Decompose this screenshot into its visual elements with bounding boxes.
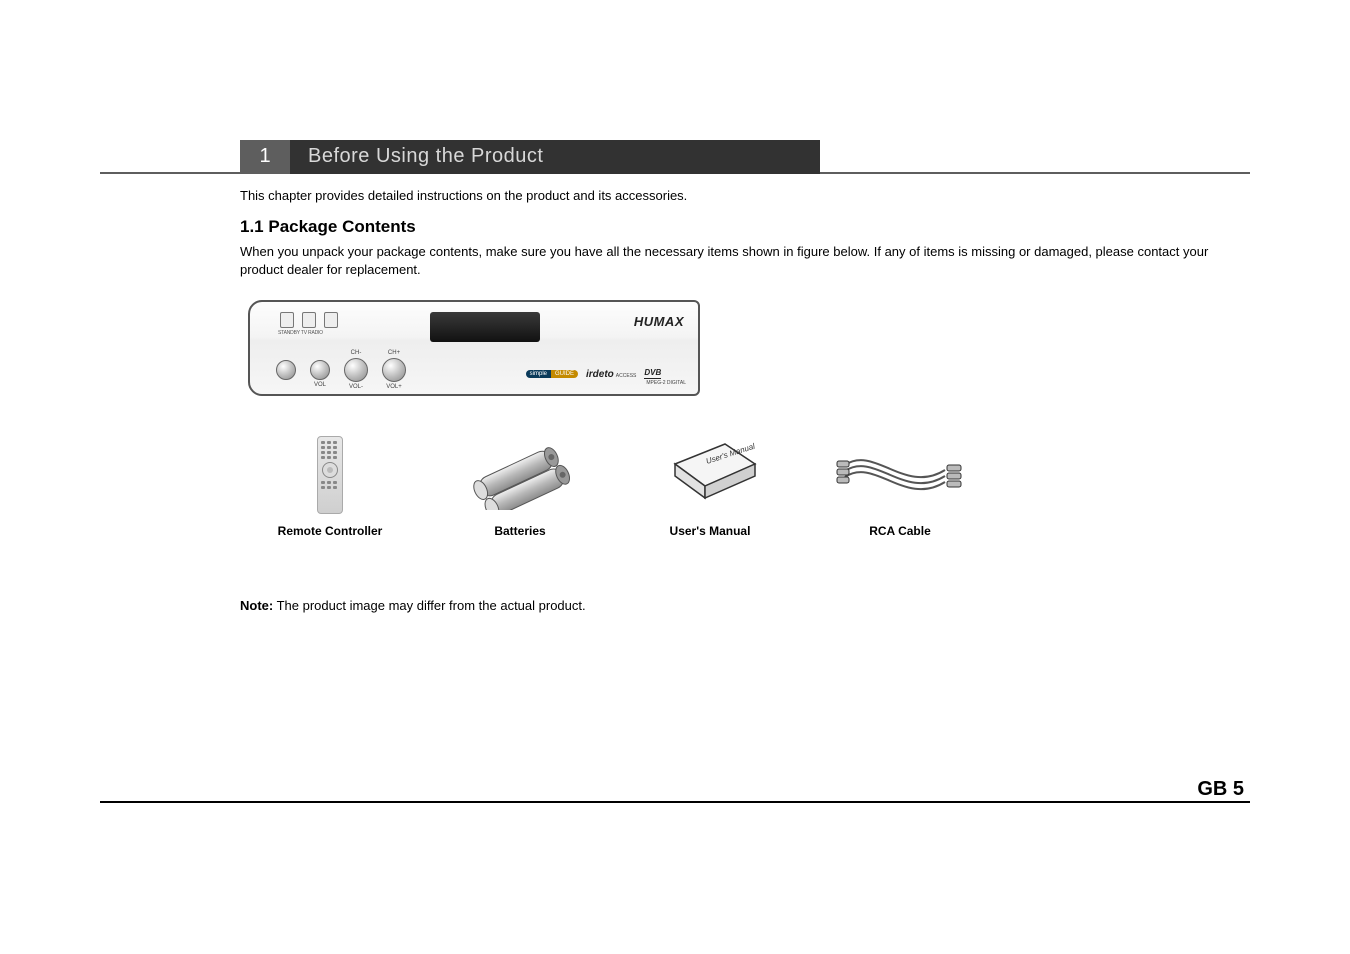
section-text: When you unpack your package contents, m… xyxy=(240,243,1210,278)
device-badges: simpleGUIDE irdetoACCESS DVB MPEG-2 DIGI… xyxy=(526,362,686,386)
remote-icon xyxy=(317,436,343,514)
accessory-label: RCA Cable xyxy=(869,524,931,538)
intro-text: This chapter provides detailed instructi… xyxy=(240,188,1210,203)
guide-badge-icon: simpleGUIDE xyxy=(526,370,578,378)
device-display xyxy=(430,312,540,342)
knob-label: CH- xyxy=(351,350,362,356)
knob-icon xyxy=(276,360,296,380)
accessories-row: Remote Controller xyxy=(260,436,1210,538)
content: This chapter provides detailed instructi… xyxy=(240,188,1210,613)
irdeto-sub: ACCESS xyxy=(616,373,637,379)
accessory-item: User's Manual User's Manual xyxy=(640,436,780,538)
accessory-label: Batteries xyxy=(494,524,545,538)
dvb-badge: DVB MPEG-2 DIGITAL xyxy=(644,362,686,386)
batteries-icon xyxy=(460,436,580,514)
brand-logo: HUMAX xyxy=(634,314,684,329)
irdeto-badge: irdetoACCESS xyxy=(586,369,636,380)
accessory-item: RCA Cable xyxy=(830,436,970,538)
accessory-label: Remote Controller xyxy=(278,524,383,538)
note: Note: The product image may differ from … xyxy=(240,598,1210,613)
knob-icon: VOL xyxy=(310,360,330,380)
knob-icon: CH+ VOL+ xyxy=(382,358,406,382)
device-body: STANDBY TV RADIO VOL CH- VOL- xyxy=(248,300,700,396)
manual-icon: User's Manual xyxy=(655,436,765,514)
section-heading: 1.1 Package Contents xyxy=(240,217,1210,237)
page-number: GB 5 xyxy=(100,778,1244,801)
accessory-label: User's Manual xyxy=(670,524,751,538)
knob-label: VOL+ xyxy=(386,384,402,390)
accessory-item: Batteries xyxy=(450,436,590,538)
dvb-text: DVB xyxy=(644,368,661,379)
led-icon xyxy=(302,312,316,328)
accessory-item: Remote Controller xyxy=(260,436,400,538)
led-icon xyxy=(280,312,294,328)
irdeto-text: irdeto xyxy=(586,369,614,380)
badge-pill-left: simple xyxy=(526,370,551,378)
chapter-number: 1 xyxy=(240,140,290,174)
knob-label: VOL- xyxy=(349,384,363,390)
page-container: 1 Before Using the Product This chapter … xyxy=(100,140,1250,613)
knob-icon: CH- VOL- xyxy=(344,358,368,382)
device-figure: STANDBY TV RADIO VOL CH- VOL- xyxy=(240,296,700,396)
rca-cable-icon xyxy=(835,436,965,514)
dvb-sub: MPEG-2 DIGITAL xyxy=(646,380,686,386)
brand-text: HUMAX xyxy=(634,314,684,329)
knob-label: CH+ xyxy=(388,350,400,356)
device-led-row xyxy=(280,312,338,328)
led-labels: STANDBY TV RADIO xyxy=(278,330,323,336)
chapter-title: Before Using the Product xyxy=(290,140,820,174)
chapter-spacer-right xyxy=(820,140,1250,174)
chapter-spacer-left xyxy=(100,140,240,174)
footer-rule xyxy=(100,801,1250,803)
device-knob-row: VOL CH- VOL- CH+ VOL+ xyxy=(276,358,406,382)
note-text: The product image may differ from the ac… xyxy=(273,598,585,613)
led-icon xyxy=(324,312,338,328)
note-label: Note: xyxy=(240,598,273,613)
chapter-bar: 1 Before Using the Product xyxy=(100,140,1250,174)
badge-pill-right: GUIDE xyxy=(551,370,578,378)
knob-label: VOL xyxy=(314,382,326,388)
